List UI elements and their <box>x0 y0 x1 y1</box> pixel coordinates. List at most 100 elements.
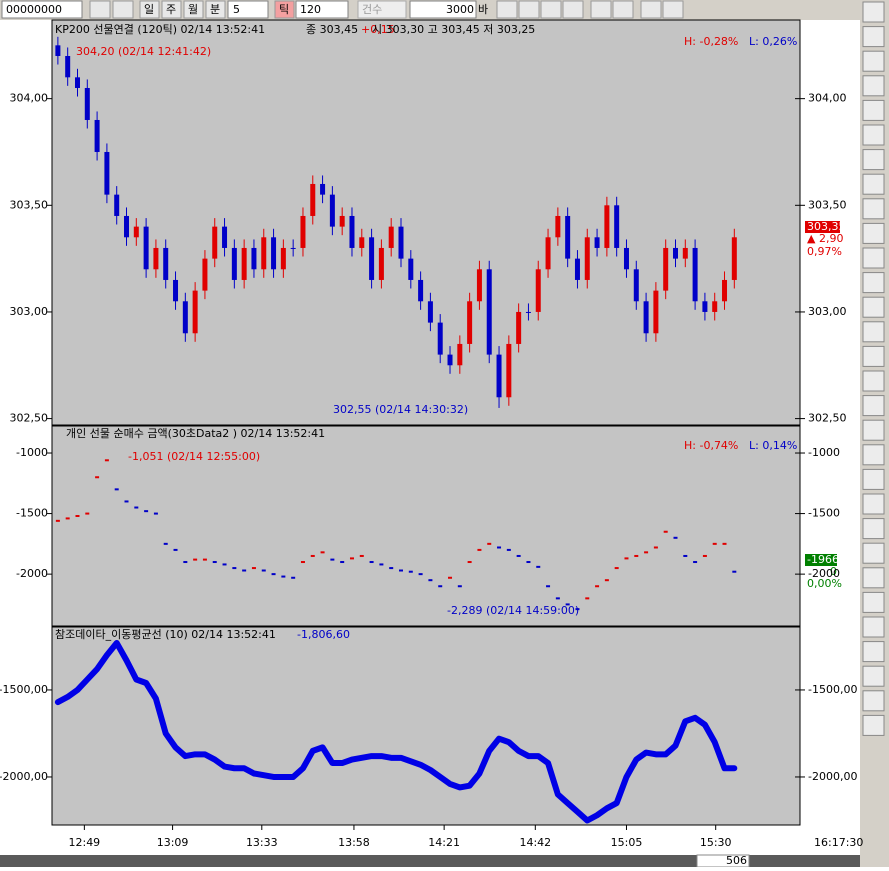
candle-body <box>261 237 267 270</box>
dot <box>281 575 286 578</box>
period: 주 <box>166 3 176 16</box>
code-box[interactable] <box>1 0 83 19</box>
tool-button[interactable] <box>640 0 662 19</box>
dot <box>673 536 678 539</box>
change: 0 <box>830 565 837 578</box>
side-button[interactable] <box>862 222 885 244</box>
y-tick-label: 303,00 <box>808 305 847 318</box>
search-button[interactable] <box>89 0 111 19</box>
dot <box>369 561 374 564</box>
side-button[interactable] <box>862 542 885 564</box>
candle-body <box>369 237 375 280</box>
side-button[interactable] <box>862 665 885 687</box>
bars-box[interactable] <box>409 0 477 19</box>
change-pct: 0,00% <box>807 577 842 590</box>
side-button[interactable] <box>862 591 885 613</box>
side-button[interactable] <box>862 99 885 121</box>
dot <box>124 500 129 503</box>
dot <box>457 585 462 588</box>
dot <box>291 576 296 579</box>
side-button[interactable] <box>862 444 885 466</box>
candle-body <box>447 354 453 366</box>
side-button[interactable] <box>862 173 885 195</box>
candle-body <box>476 269 482 302</box>
side-button[interactable] <box>862 247 885 269</box>
y-tick-label: -1500,00 <box>808 683 857 696</box>
side-button[interactable] <box>862 518 885 540</box>
candle-body <box>212 226 218 259</box>
side-button[interactable] <box>862 493 885 515</box>
side-button[interactable] <box>862 50 885 72</box>
bars-unit: 바 <box>478 3 488 16</box>
candle-body <box>614 205 620 248</box>
dot <box>330 558 335 561</box>
period-button[interactable] <box>161 0 182 19</box>
side-button[interactable] <box>862 616 885 638</box>
tool-button[interactable] <box>662 0 684 19</box>
side-button[interactable] <box>862 567 885 589</box>
side-button[interactable] <box>862 149 885 171</box>
side-button[interactable] <box>862 714 885 736</box>
y-tick-label: -2000 <box>16 567 48 580</box>
dot <box>389 567 394 570</box>
side-button[interactable] <box>862 641 885 663</box>
tool-button[interactable] <box>562 0 584 19</box>
side-button[interactable] <box>862 395 885 417</box>
dot <box>653 546 658 549</box>
period-button[interactable] <box>139 0 160 19</box>
tool-button[interactable] <box>518 0 540 19</box>
candle-body <box>300 215 306 248</box>
high-pct: H: -0,28% <box>684 35 738 48</box>
candle-body <box>418 279 424 302</box>
candle-body <box>94 119 100 152</box>
dot <box>349 557 354 560</box>
dot <box>555 597 560 600</box>
ma-line <box>54 639 738 824</box>
candle-body <box>702 301 708 312</box>
candle-body <box>251 247 257 270</box>
dot <box>114 488 119 491</box>
period-button[interactable] <box>205 0 226 19</box>
minute-select[interactable] <box>227 0 269 19</box>
side-button[interactable] <box>862 26 885 48</box>
side-button[interactable] <box>862 345 885 367</box>
annotation: 304,20 (02/14 12:41:42) <box>76 45 211 58</box>
side-button[interactable] <box>862 75 885 97</box>
tool-button[interactable] <box>540 0 562 19</box>
dot <box>104 459 109 462</box>
candle-body <box>84 87 90 120</box>
side-button[interactable] <box>862 468 885 490</box>
ohl-text: 시 303,30 고 303,45 저 303,25 <box>372 23 535 36</box>
scrollbar[interactable] <box>0 855 860 867</box>
side-button[interactable] <box>862 124 885 146</box>
dot <box>310 554 315 557</box>
dot <box>536 565 541 568</box>
period-button[interactable] <box>183 0 204 19</box>
tick-select[interactable] <box>295 0 349 19</box>
side-button[interactable] <box>862 296 885 318</box>
side-button[interactable] <box>862 690 885 712</box>
candle-body <box>437 322 443 355</box>
candle-body <box>408 258 414 280</box>
side-button[interactable] <box>862 370 885 392</box>
side-button[interactable] <box>862 198 885 220</box>
tool-button[interactable] <box>590 0 612 19</box>
last-price: 303,35 <box>807 220 846 233</box>
refresh-button[interactable] <box>112 0 134 19</box>
dot <box>575 608 580 611</box>
tick-button[interactable] <box>274 0 295 19</box>
candle-body <box>222 226 228 248</box>
side-button[interactable] <box>862 419 885 441</box>
candle-body <box>457 343 463 366</box>
dot <box>153 512 158 515</box>
side-button[interactable] <box>862 1 885 23</box>
tool-button[interactable] <box>612 0 634 19</box>
x-tick-label: 14:42 <box>519 836 551 849</box>
side-button[interactable] <box>862 272 885 294</box>
count-select[interactable] <box>357 0 407 19</box>
side-button[interactable] <box>862 321 885 343</box>
candle-body <box>427 301 433 323</box>
tool-button[interactable] <box>496 0 518 19</box>
dot <box>320 551 325 554</box>
